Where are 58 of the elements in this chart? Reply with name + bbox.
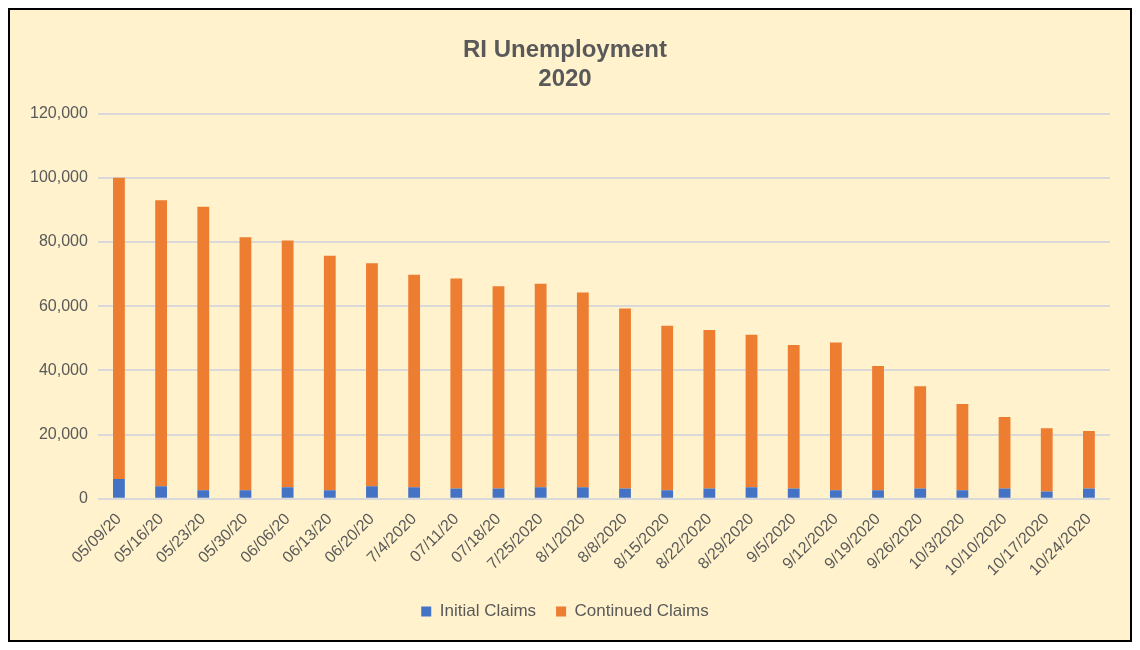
bar [113,478,125,498]
legend-label: Continued Claims [574,601,709,621]
bar [408,274,421,488]
bar [408,487,421,498]
bar [1083,488,1095,498]
bar [829,342,842,491]
bar [450,278,463,489]
bar [619,308,631,489]
bar [450,488,463,498]
chart-title: RI Unemployment 2020 [462,35,668,91]
bar [155,486,167,498]
bar [661,490,674,498]
bar [492,488,505,498]
bar [197,206,210,491]
bar [576,292,589,488]
bar [619,488,631,498]
bar [239,490,252,498]
legend-label: Initial Claims [439,601,537,621]
bar [661,325,674,491]
bar [872,365,884,491]
y-tick-label: 80,000 [38,232,88,250]
bar [492,286,505,489]
bar [998,416,1011,489]
bar [914,386,927,489]
bar [1040,428,1053,492]
y-tick-label: 20,000 [38,425,88,443]
bar [323,255,336,491]
bar [787,345,800,489]
bar [366,486,378,498]
bar [703,329,716,489]
bar [281,240,294,488]
bar [703,488,716,498]
bar [956,490,969,498]
bar [323,490,336,498]
bar [534,487,547,498]
bar [1040,491,1053,498]
bar [576,487,589,498]
bar [829,490,842,498]
bar [872,490,884,498]
bar [366,263,378,487]
bar [155,200,167,487]
y-tick-label: 40,000 [38,360,88,378]
bar [998,488,1011,498]
bar [914,488,927,498]
bar [1083,431,1095,489]
bar [956,404,969,491]
bar [197,490,210,498]
bar [239,237,252,491]
y-tick-label: 120,000 [29,104,88,122]
bar [745,334,758,488]
bar [787,488,800,498]
y-tick-label: 100,000 [29,168,88,186]
bar [534,283,547,488]
bar [113,177,125,479]
y-tick-label: 60,000 [38,296,88,314]
y-tick-label: 0 [78,489,88,507]
bar [745,487,758,498]
bar [281,487,294,498]
